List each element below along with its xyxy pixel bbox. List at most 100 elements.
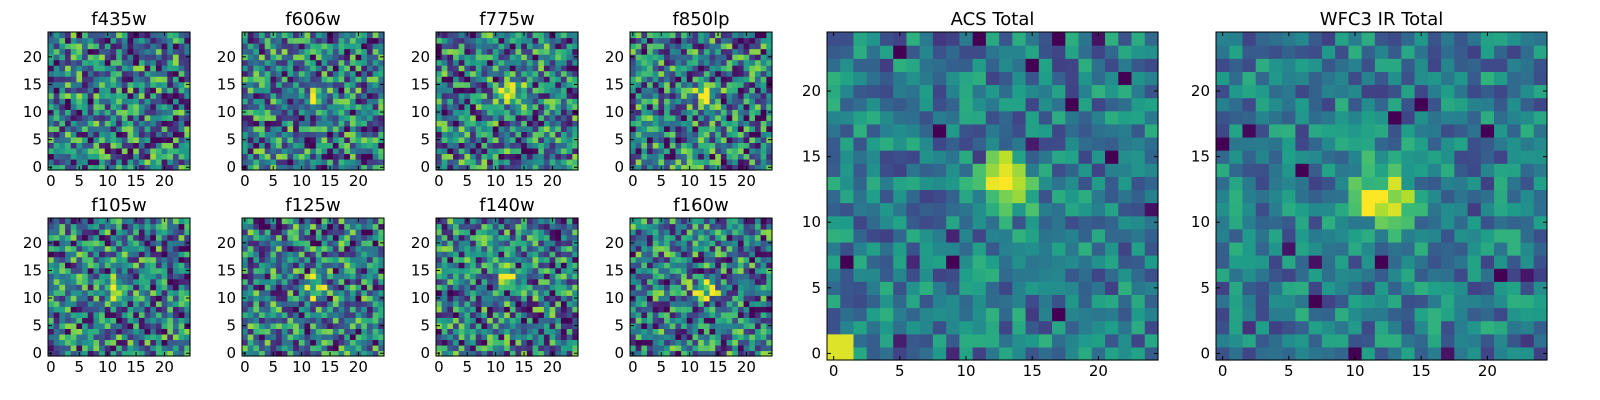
heatmap-cell (99, 322, 106, 329)
heatmap-cell (492, 311, 500, 318)
heatmap-cell (93, 278, 100, 285)
heatmap-cell (555, 59, 562, 66)
heatmap-cell (48, 98, 55, 105)
heatmap-cell (453, 70, 460, 77)
heatmap-cell (498, 142, 505, 149)
heatmap-cell (543, 344, 551, 352)
heatmap-cell (70, 256, 77, 263)
heatmap-cell (720, 32, 728, 39)
heatmap-cell (349, 251, 357, 258)
heatmap-cell (127, 267, 134, 274)
heatmap-cell (726, 322, 733, 329)
heatmap-cell (127, 70, 134, 77)
heatmap-cell (509, 245, 517, 252)
heatmap-cell (110, 87, 117, 94)
heatmap-cell (298, 136, 306, 143)
heatmap-cell (87, 120, 95, 127)
heatmap-cell (726, 273, 733, 280)
heatmap-cell (150, 240, 157, 247)
heatmap-cell (298, 48, 306, 55)
heatmap-cell (144, 76, 151, 83)
heatmap-cell (242, 142, 249, 149)
heatmap-cell (737, 333, 745, 341)
heatmap-cell (270, 76, 277, 83)
heatmap-cell (110, 43, 117, 50)
heatmap-cell (161, 262, 168, 269)
heatmap-cell (560, 125, 568, 132)
heatmap-cell (242, 311, 249, 318)
heatmap-cell (161, 300, 168, 307)
heatmap-cell (692, 267, 699, 274)
heatmap-cell (475, 267, 483, 274)
heatmap-cell (247, 153, 254, 160)
heatmap-cell (720, 125, 728, 132)
heatmap-cell (669, 114, 677, 121)
heatmap-cell (264, 92, 271, 99)
axes-frame (47, 31, 191, 171)
heatmap-cell (110, 54, 117, 61)
heatmap-cell (247, 114, 254, 121)
heatmap-cell (127, 256, 134, 263)
heatmap-cell (726, 48, 733, 55)
heatmap-cell (698, 48, 705, 55)
heatmap-cell (698, 81, 705, 88)
heatmap-cell (121, 81, 129, 88)
heatmap-cell (698, 317, 705, 324)
heatmap-cell (87, 103, 95, 110)
heatmap-cell (76, 76, 83, 83)
heatmap-cell (749, 328, 756, 335)
heatmap-cell (703, 289, 711, 296)
heatmap-cell (65, 300, 72, 307)
heatmap-cell (526, 245, 534, 252)
heatmap-cell (470, 273, 477, 280)
heatmap-cell (281, 109, 289, 116)
heatmap-cell (281, 344, 289, 352)
heatmap-cell (59, 70, 66, 77)
heatmap-cell (436, 158, 443, 166)
heatmap-cell (458, 120, 465, 127)
heatmap-cell (338, 273, 345, 280)
heatmap-cell (498, 54, 505, 61)
heatmap-cell (264, 48, 271, 55)
heatmap-cell (76, 142, 83, 149)
heatmap-cell (766, 131, 773, 138)
heatmap-cell (332, 256, 340, 263)
heatmap-cell (293, 322, 300, 329)
heatmap-cell (242, 262, 249, 269)
heatmap-cell (743, 311, 750, 318)
heatmap-cell (172, 37, 180, 44)
heatmap-cell (338, 147, 345, 155)
heatmap-cell (298, 54, 306, 61)
heatmap-cell (481, 344, 488, 352)
heatmap-cell (99, 120, 106, 127)
heatmap-cell (361, 284, 368, 291)
heatmap-cell (509, 284, 517, 291)
heatmap-cell (315, 65, 323, 72)
heatmap-cell (321, 65, 328, 72)
heatmap-cell (93, 295, 100, 302)
heatmap-cell (53, 240, 60, 247)
heatmap-cell (53, 245, 60, 252)
heatmap-cell (675, 284, 682, 291)
heatmap-cell (658, 109, 665, 116)
heatmap-cell (754, 70, 762, 77)
heatmap-cell (121, 300, 129, 307)
heatmap-cell (281, 103, 289, 110)
heatmap-cell (59, 262, 66, 269)
heatmap-cell (498, 251, 505, 258)
heatmap-cell (447, 43, 454, 50)
heatmap-cell (253, 43, 260, 50)
heatmap-cell (361, 103, 368, 110)
heatmap-cell (453, 256, 460, 263)
heatmap-cell (150, 37, 157, 44)
heatmap-cell (732, 48, 739, 55)
heatmap-cell (65, 164, 72, 171)
heatmap-cell (664, 273, 671, 280)
heatmap-cell (59, 43, 66, 50)
heatmap-cell (538, 273, 545, 280)
heatmap-cell (464, 339, 471, 346)
heatmap-cell (338, 37, 345, 44)
heatmap-cell (732, 109, 739, 116)
heatmap-cell (87, 136, 95, 143)
heatmap-cell (681, 65, 688, 72)
